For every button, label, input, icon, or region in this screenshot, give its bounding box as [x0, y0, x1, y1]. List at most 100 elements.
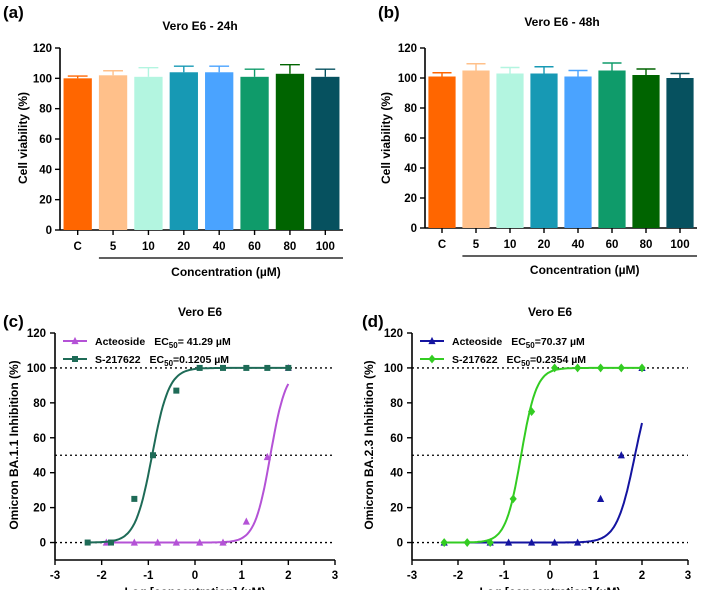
data-point-square: [150, 452, 156, 459]
y-tick-label: 20: [404, 193, 417, 205]
bar-20: [169, 72, 198, 231]
x-tick-label: 60: [606, 239, 619, 251]
x-tick-label: C: [74, 241, 82, 253]
y-tick-label: 60: [404, 133, 417, 145]
x-tick-label: 5: [473, 239, 480, 251]
data-point-square: [72, 356, 78, 362]
panel-label: (b): [378, 3, 400, 22]
y-tick-label: 0: [46, 225, 52, 237]
y-tick-label: 0: [411, 223, 417, 235]
data-point-square: [264, 364, 271, 371]
y-tick-label: 20: [390, 503, 403, 515]
legend-series-name: S-217622: [452, 354, 498, 366]
data-point-square: [285, 364, 292, 371]
legend-label: S-217622 EC50=0.2354 µM: [452, 354, 586, 368]
y-tick-label: 100: [398, 73, 417, 85]
data-point-triangle: [428, 336, 436, 345]
data-point-square: [196, 364, 203, 371]
legend-series-name: S-217622: [95, 354, 141, 366]
y-tick-label: 60: [39, 134, 52, 146]
y-tick-label: 40: [33, 468, 46, 480]
y-tick-label: 0: [397, 538, 403, 550]
x-axis-title: Log [concentration] (µM): [125, 585, 266, 590]
data-point-square: [220, 364, 226, 371]
bar-100: [311, 76, 340, 230]
data-point-square: [243, 364, 250, 371]
x-tick-label: -3: [407, 570, 417, 582]
x-tick-label: 10: [504, 239, 517, 251]
panel-d: (d) Vero E6 Omicron BA.2.3 Inhibition (%) 0…: [362, 305, 691, 590]
y-tick-label: 40: [390, 468, 403, 480]
bar-10: [134, 76, 163, 230]
panel-label: (d): [362, 312, 384, 331]
x-tick-label: 100: [670, 239, 689, 251]
fit-curve-s-217622: [87, 366, 289, 544]
x-tick-label: 60: [248, 241, 261, 253]
x-tick-label: 1: [238, 570, 245, 582]
x-tick-label: 100: [316, 241, 335, 253]
bar-C: [63, 78, 92, 230]
x-tick-label: 0: [547, 570, 553, 582]
bar-40: [564, 76, 592, 228]
y-tick-label: 60: [33, 433, 46, 445]
x-tick-label: 10: [142, 241, 155, 253]
legend-ec-value: =0.2354 µM: [530, 354, 586, 366]
x-axis-title: Concentration (µM): [171, 265, 281, 279]
legend-ec-label: EC: [507, 354, 522, 366]
chart-title: Vero E6: [178, 305, 222, 319]
x-tick-label: 3: [685, 570, 691, 582]
y-tick-label: 40: [39, 164, 52, 176]
legend-label: S-217622 EC50=0.1205 µM: [95, 354, 229, 368]
data-point-diamond: [574, 363, 582, 373]
y-axis-title: Cell viability (%): [379, 92, 393, 184]
x-tick-label: 1: [593, 570, 600, 582]
legend-ec-label: EC: [511, 336, 526, 348]
chart-title: Vero E6 - 24h: [162, 19, 237, 33]
y-tick-label: 20: [33, 503, 46, 515]
panel-b: (b) Vero E6 - 48h Cell viability (%) 0 20 40 6…: [378, 3, 697, 277]
data-point-diamond: [551, 363, 559, 373]
legend-ec-value: =70.37 µM: [535, 336, 585, 348]
data-point-triangle: [617, 451, 625, 459]
legend-series-name: Acteoside: [95, 336, 145, 348]
data-point-triangle: [196, 538, 204, 546]
legend-ec-label: EC: [150, 354, 165, 366]
panel-label: (a): [3, 3, 24, 22]
x-tick-label: 40: [572, 239, 585, 251]
data-point-triangle: [263, 452, 271, 461]
data-point-triangle: [242, 517, 250, 525]
data-point-square: [84, 539, 91, 546]
data-point-diamond: [440, 538, 448, 547]
y-tick-label: 120: [33, 43, 52, 55]
x-tick-label: 40: [213, 241, 226, 253]
x-tick-label: -1: [143, 570, 154, 582]
data-point-diamond: [597, 363, 605, 373]
x-tick-label: -3: [50, 570, 60, 582]
x-tick-label: 5: [110, 241, 117, 253]
legend-label: Acteoside EC50= 41.29 µM: [95, 336, 231, 350]
legend-ec-value: =0.1205 µM: [173, 354, 229, 366]
bar-100: [666, 78, 694, 228]
legend-label: Acteoside EC50=70.37 µM: [452, 336, 585, 350]
x-tick-label: 2: [285, 570, 291, 582]
bar-5: [462, 70, 490, 228]
data-point-diamond: [638, 363, 646, 373]
y-tick-label: 40: [404, 163, 417, 175]
data-point-square: [108, 539, 114, 546]
legend-ec-subscript: 50: [164, 359, 173, 368]
y-tick-label: 80: [39, 104, 52, 116]
data-point-triangle: [505, 538, 513, 546]
panel-label: (c): [3, 312, 24, 331]
panel-c: (c) Vero E6 Omicron BA.1.1 Inhibition (%) 0…: [3, 305, 338, 590]
y-tick-label: 100: [33, 73, 52, 85]
x-tick-label: -2: [97, 570, 107, 582]
y-tick-label: 80: [390, 398, 403, 410]
data-point-triangle: [597, 494, 605, 502]
chart-title: Vero E6 - 48h: [524, 15, 599, 29]
data-point-diamond: [463, 538, 471, 547]
data-point-diamond: [528, 407, 536, 416]
data-point-triangle: [219, 538, 227, 546]
data-point-diamond: [486, 538, 494, 547]
data-point-triangle: [71, 336, 79, 345]
legend-ec-value: = 41.29 µM: [178, 336, 231, 348]
